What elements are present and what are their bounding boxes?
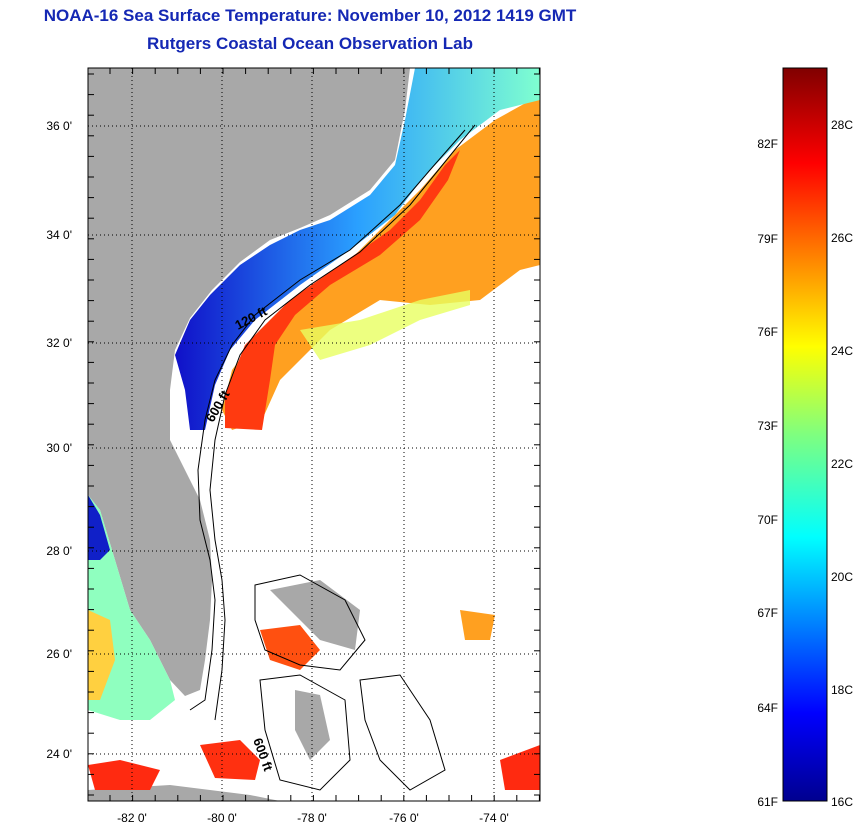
colorbar-f-label: 64F [757,701,778,715]
bahamas-contour [254,574,366,671]
colorbar-f-label: 76F [757,325,778,339]
lon-tick-label: -82 0' [117,811,147,825]
gulf-cold-water [88,495,110,560]
map-title: NOAA-16 Sea Surface Temperature: Novembe… [43,6,577,25]
colorbar-c-label: 24C [831,344,853,358]
lat-tick-label: 30 0' [46,441,72,455]
latitude-axis: 36 0' 34 0' 32 0' 30 0' 28 0' 26 0' 24 0… [46,119,72,761]
colorbar-fahrenheit-labels: 82F 79F 76F 73F 70F 67F 64F 61F [757,137,778,809]
lat-tick-label: 36 0' [46,119,72,133]
colorbar-c-label: 28C [831,118,853,132]
frame-ticks [88,68,540,801]
contour-600ft [209,124,476,721]
colorbar-celsius-labels: 28C 26C 24C 22C 20C 18C 16C [831,118,853,809]
lat-tick-label: 24 0' [46,747,72,761]
lat-tick-label: 34 0' [46,228,72,242]
colorbar-f-label: 73F [757,419,778,433]
lon-tick-label: -78 0' [297,811,327,825]
colorbar-c-label: 20C [831,570,853,584]
grid [88,68,540,801]
bahamas-contour-2 [259,674,351,791]
lat-tick-label: 32 0' [46,336,72,350]
bahamas-warm-patches [260,625,320,670]
colorbar-c-label: 22C [831,457,853,471]
bahamas-warm-patches-2 [200,740,260,780]
gulf-stream-warm-water [222,95,540,430]
bahamas-banks [270,580,360,650]
gulf-warm-water [88,610,115,700]
colorbar-f-label: 70F [757,513,778,527]
lat-tick-label: 26 0' [46,647,72,661]
colorbar-c-label: 26C [831,231,853,245]
plot-frame [87,67,541,802]
lon-tick-label: -74 0' [479,811,509,825]
warm-eddy-yellow [300,290,470,360]
south-warm-patches [88,760,160,790]
lat-tick-label: 28 0' [46,544,72,558]
east-warm-patches [460,610,495,640]
lon-tick-label: -80 0' [207,811,237,825]
colorbar-f-label: 61F [757,795,778,809]
colorbar-c-label: 16C [831,795,853,809]
colorbar-f-label: 67F [757,606,778,620]
colorbar [782,67,828,802]
southeast-warm-patches [500,745,540,790]
longitude-axis: -82 0' -80 0' -78 0' -76 0' -74 0' [117,811,509,825]
land-mainland [88,68,410,696]
colorbar-c-label: 18C [831,683,853,697]
colorbar-f-label: 79F [757,232,778,246]
bahamas-contour-3 [359,674,446,791]
lon-tick-label: -76 0' [389,811,419,825]
gulf-stream-core [225,150,460,430]
contour-120ft [189,129,466,711]
map-subtitle: Rutgers Coastal Ocean Observation Lab [147,34,473,53]
colorbar-f-label: 82F [757,137,778,151]
